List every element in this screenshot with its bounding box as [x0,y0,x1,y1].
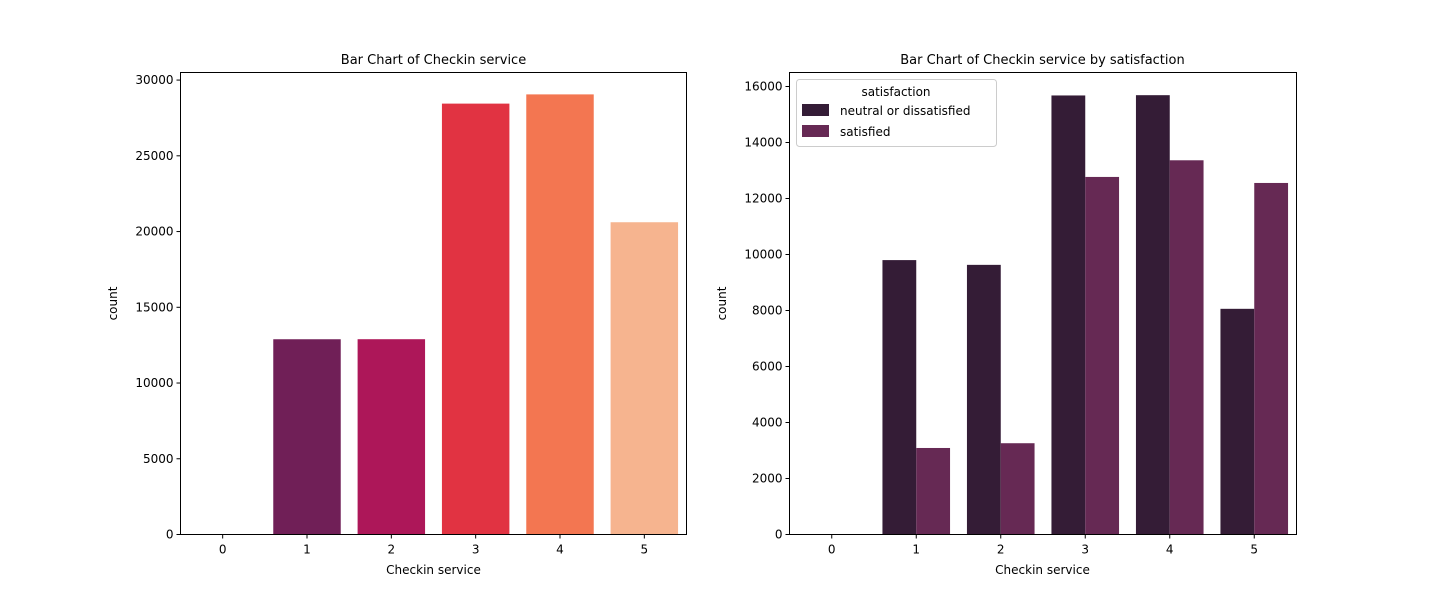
y-tick-label: 0 [775,528,783,542]
y-tick-label: 8000 [752,304,783,318]
bar-satisfied-3 [1085,176,1120,535]
bar-satisfied-4 [1169,160,1204,535]
y-tick-label: 30000 [135,73,173,87]
x-axis: 0 1 2 3 4 5 [828,534,1258,557]
y-tick-label: 6000 [752,360,783,374]
bar-satisfied-5 [1254,182,1289,535]
bars [797,95,1289,535]
x-axis-label: Checkin service [995,563,1090,577]
x-tick-label: 0 [828,543,836,557]
y-axis: 0 5000 10000 15000 20000 25000 30000 [135,73,181,542]
y-tick-label: 16000 [744,80,782,94]
y-tick-label: 12000 [744,192,782,206]
plot-frame [180,72,687,535]
x-tick-label: 0 [219,543,227,557]
bar-2 [357,339,426,535]
legend: satisfaction neutral or dissatisfied sat… [796,79,997,147]
y-tick-label: 25000 [135,149,173,163]
legend-label-neutral: neutral or dissatisfied [840,104,970,118]
x-tick-label: 2 [388,543,396,557]
x-tick-label: 1 [303,543,311,557]
bar-4 [526,94,594,535]
x-tick-label: 4 [1166,543,1174,557]
bar-neutral-1 [882,260,917,535]
x-tick-label: 4 [556,543,564,557]
plot-frame [789,72,1297,535]
y-tick-label: 14000 [744,136,782,150]
y-axis-label: count [715,286,729,320]
bar-3 [441,103,510,535]
legend-label-satisfied: satisfied [840,125,890,139]
y-tick-label: 5000 [143,452,174,466]
checkin-service-count-chart: Bar Chart of Checkin service 0 5000 10000 1… [106,53,687,577]
bar-1 [273,339,341,535]
chart-title: Bar Chart of Checkin service [341,53,526,68]
bar-neutral-2 [966,264,1001,535]
y-tick-label: 10000 [135,376,173,390]
chart-title: Bar Chart of Checkin service by satisfac… [900,53,1184,68]
checkin-service-by-satisfaction-chart: Bar Chart of Checkin service by satisfac… [715,53,1297,577]
x-tick-label: 3 [472,543,480,557]
legend-frame [796,79,997,147]
x-tick-label: 5 [641,543,649,557]
legend-swatch-neutral [802,104,829,116]
bar-satisfied-2 [1000,443,1035,535]
bar-neutral-3 [1051,95,1086,535]
x-tick-label: 2 [997,543,1005,557]
bar-5 [610,222,679,535]
x-tick-label: 3 [1081,543,1089,557]
y-tick-label: 2000 [752,472,783,486]
y-axis-label: count [106,286,120,320]
bar-neutral-5 [1220,308,1255,535]
y-tick-label: 20000 [135,225,173,239]
bars [188,94,679,535]
x-axis-label: Checkin service [386,563,481,577]
y-axis: 0 2000 4000 6000 8000 10000 12000 14000 16000 [744,80,790,542]
y-tick-label: 15000 [135,300,173,314]
legend-swatch-satisfied [802,125,829,137]
legend-title: satisfaction [861,85,930,99]
y-tick-label: 0 [166,528,174,542]
y-tick-label: 4000 [752,416,783,430]
x-axis: 0 1 2 3 4 5 [219,534,649,557]
bar-neutral-4 [1135,95,1170,535]
bar-satisfied-1 [916,447,951,535]
y-tick-label: 10000 [744,248,782,262]
x-tick-label: 5 [1250,543,1258,557]
x-tick-label: 1 [912,543,920,557]
